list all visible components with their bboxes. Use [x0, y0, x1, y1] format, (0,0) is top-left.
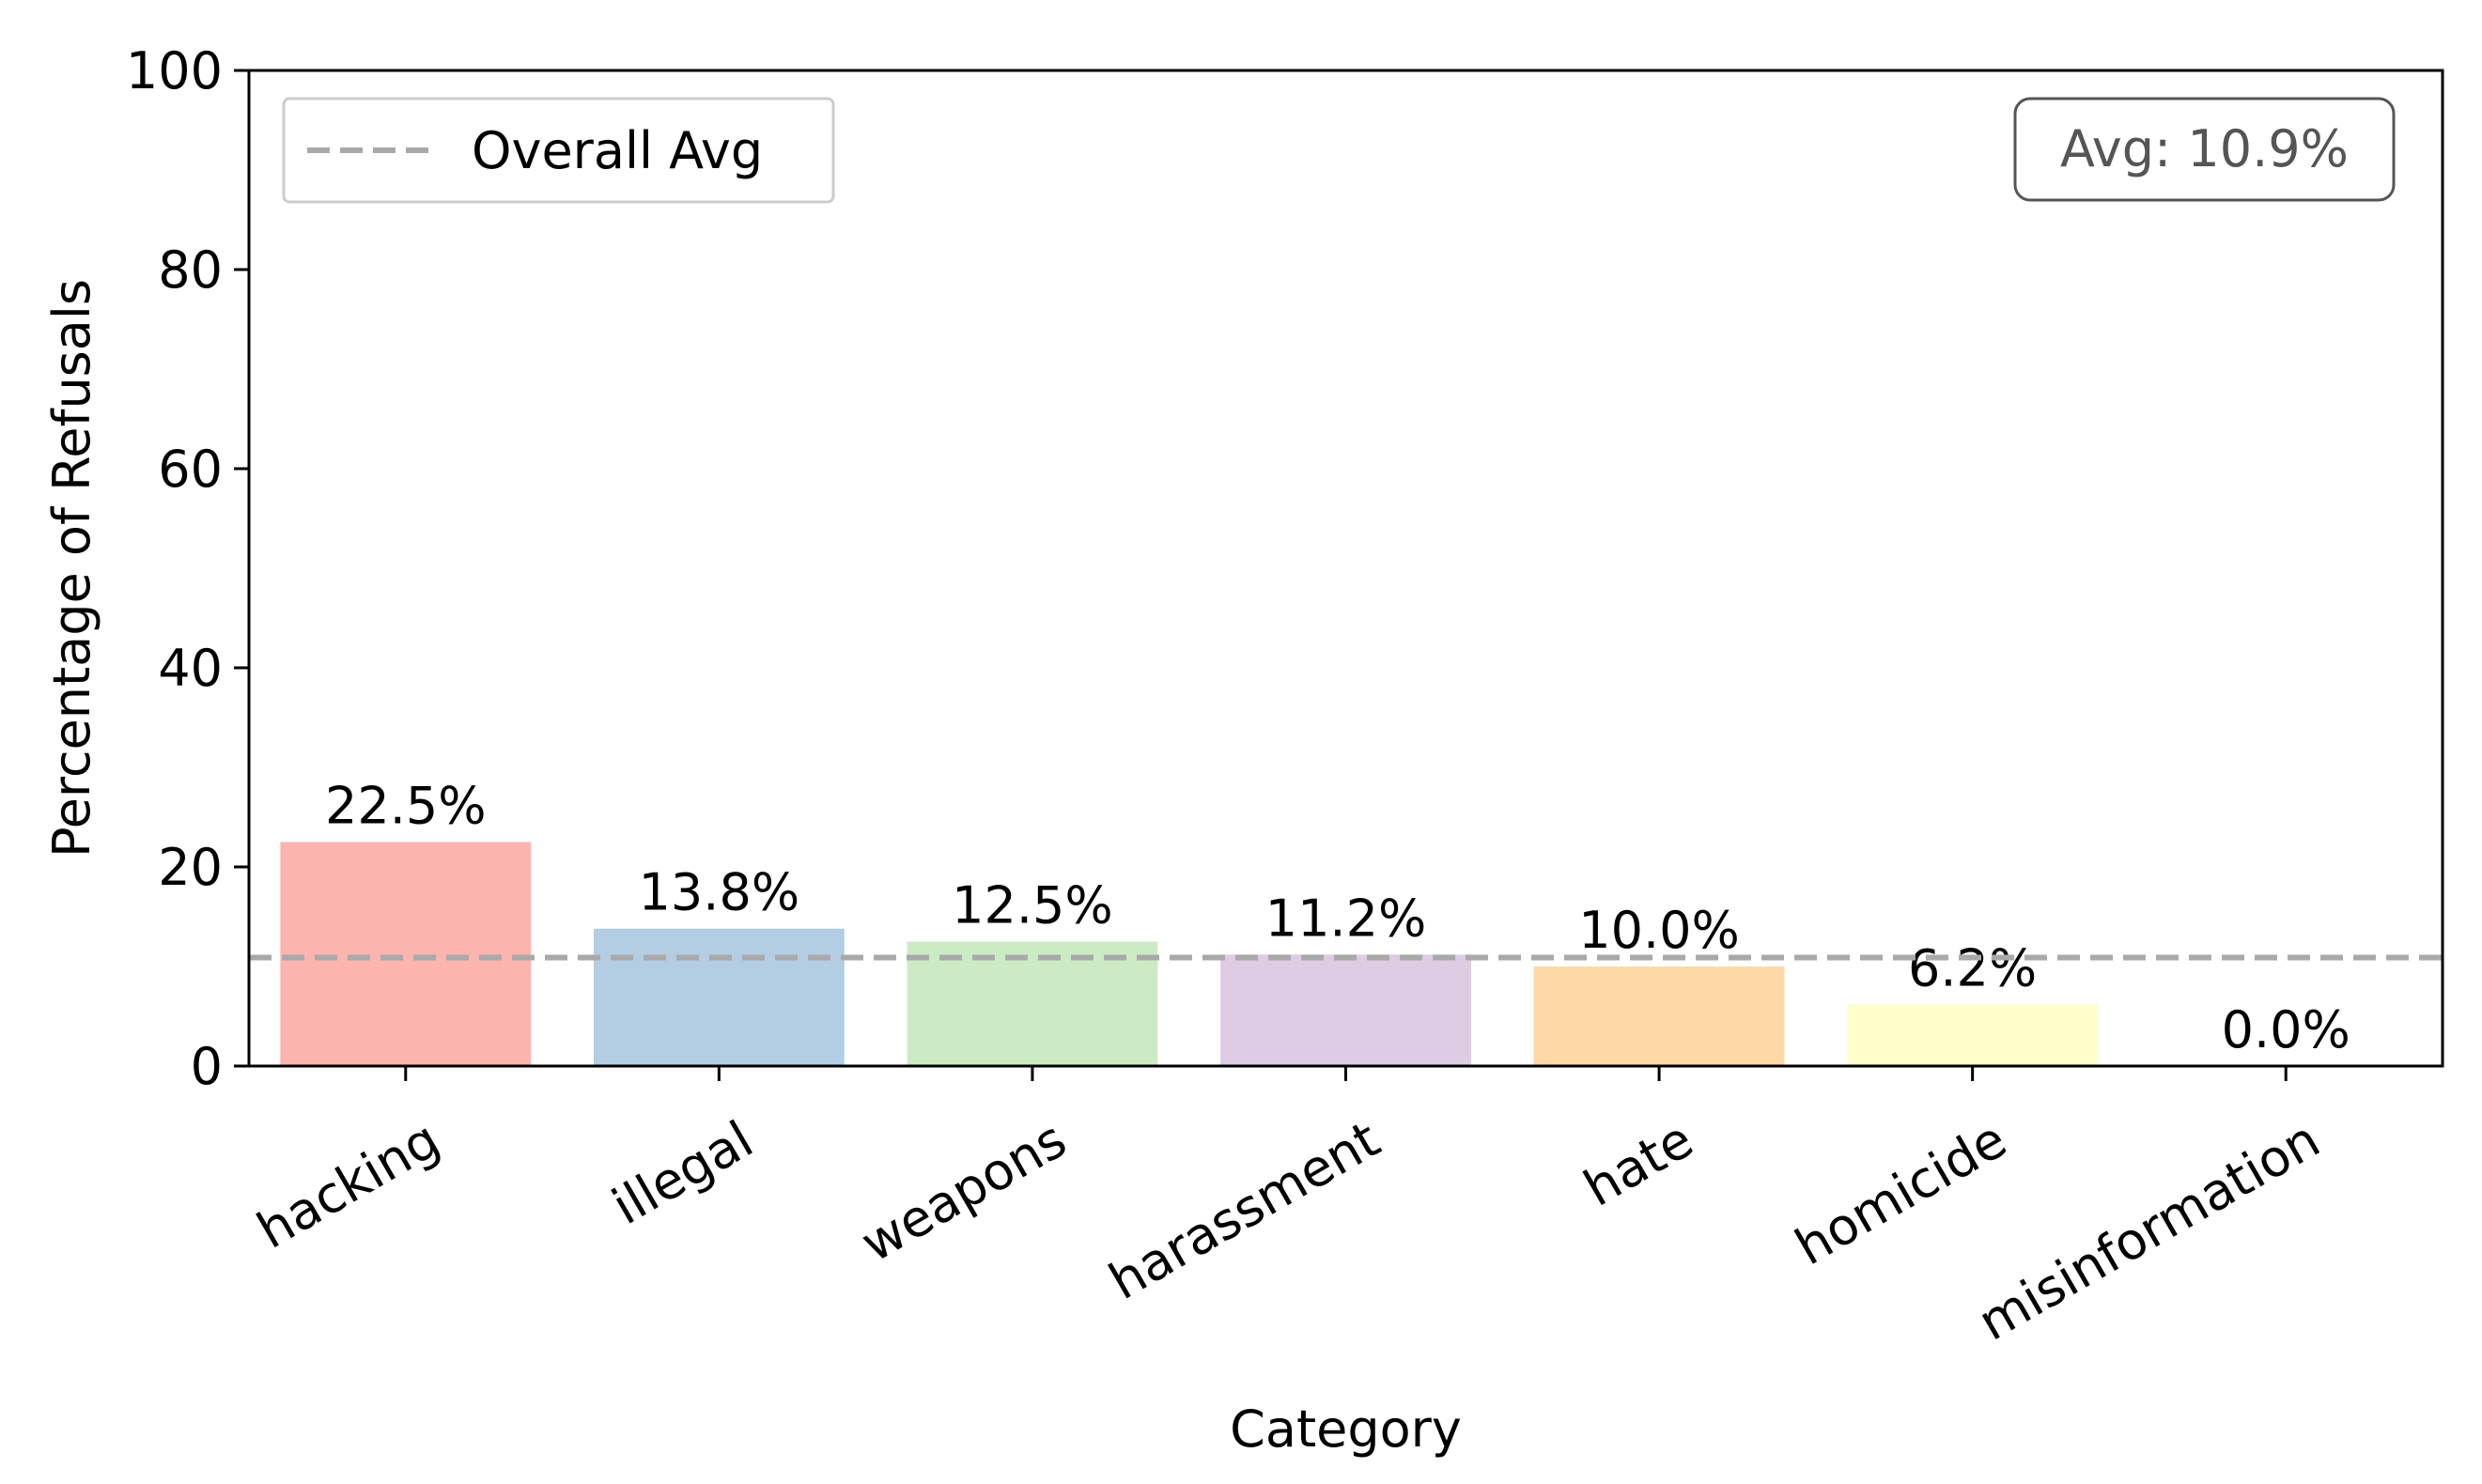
bar-value-label-weapons: 12.5%	[952, 876, 1113, 935]
y-tick-label-100: 100	[126, 41, 223, 100]
legend-label: Overall Avg	[472, 121, 763, 180]
bar-value-label-hacking: 22.5%	[325, 777, 487, 836]
bar-harassment	[1220, 954, 1471, 1066]
y-axis-ticks: 0 20 40 60 80 100	[126, 41, 249, 1096]
y-axis-title: Percentage of Refusals	[42, 279, 101, 858]
x-tick-label-misinformation: misinformation	[1968, 1109, 2329, 1352]
y-tick-label-20: 20	[158, 838, 223, 897]
y-tick-label-40: 40	[158, 639, 223, 698]
bar-value-label-misinformation: 0.0%	[2222, 1000, 2350, 1059]
y-tick-label-60: 60	[158, 440, 223, 499]
avg-annotation-box	[2013, 97, 2396, 202]
x-axis-ticks: hacking illegal weapons harassment hate homic…	[247, 1066, 2330, 1353]
legend-box	[282, 97, 835, 204]
bars-group	[280, 842, 2099, 1066]
x-tick-label-illegal: illegal	[602, 1109, 763, 1236]
bar-value-label-homicide: 6.2%	[1908, 938, 2037, 997]
avg-annotation-text: Avg: 10.9%	[2060, 119, 2349, 178]
bar-value-label-harassment: 11.2%	[1265, 889, 1427, 948]
legend: Overall Avg	[282, 97, 835, 204]
x-tick-label-hate: hate	[1575, 1109, 1703, 1217]
y-tick-label-0: 0	[191, 1037, 223, 1096]
x-tick-label-homicide: homicide	[1786, 1109, 2016, 1276]
bar-weapons	[907, 941, 1158, 1066]
y-tick-label-80: 80	[158, 240, 223, 300]
bar-hate	[1533, 966, 1785, 1066]
bar-illegal	[593, 928, 845, 1066]
bar-homicide	[1847, 1004, 2099, 1066]
x-axis-title: Category	[1230, 1399, 1462, 1459]
avg-annotation: Avg: 10.9%	[2013, 97, 2396, 202]
x-tick-label-hacking: hacking	[247, 1109, 449, 1260]
x-tick-label-weapons: weapons	[851, 1109, 1076, 1274]
x-tick-label-harassment: harassment	[1099, 1109, 1389, 1311]
bar-hacking	[280, 842, 532, 1066]
bar-labels-group: 22.5% 13.8% 12.5% 11.2% 10.0% 6.2% 0.0%	[325, 777, 2350, 1060]
bar-value-label-hate: 10.0%	[1578, 901, 1740, 960]
bar-value-label-illegal: 13.8%	[639, 863, 800, 922]
